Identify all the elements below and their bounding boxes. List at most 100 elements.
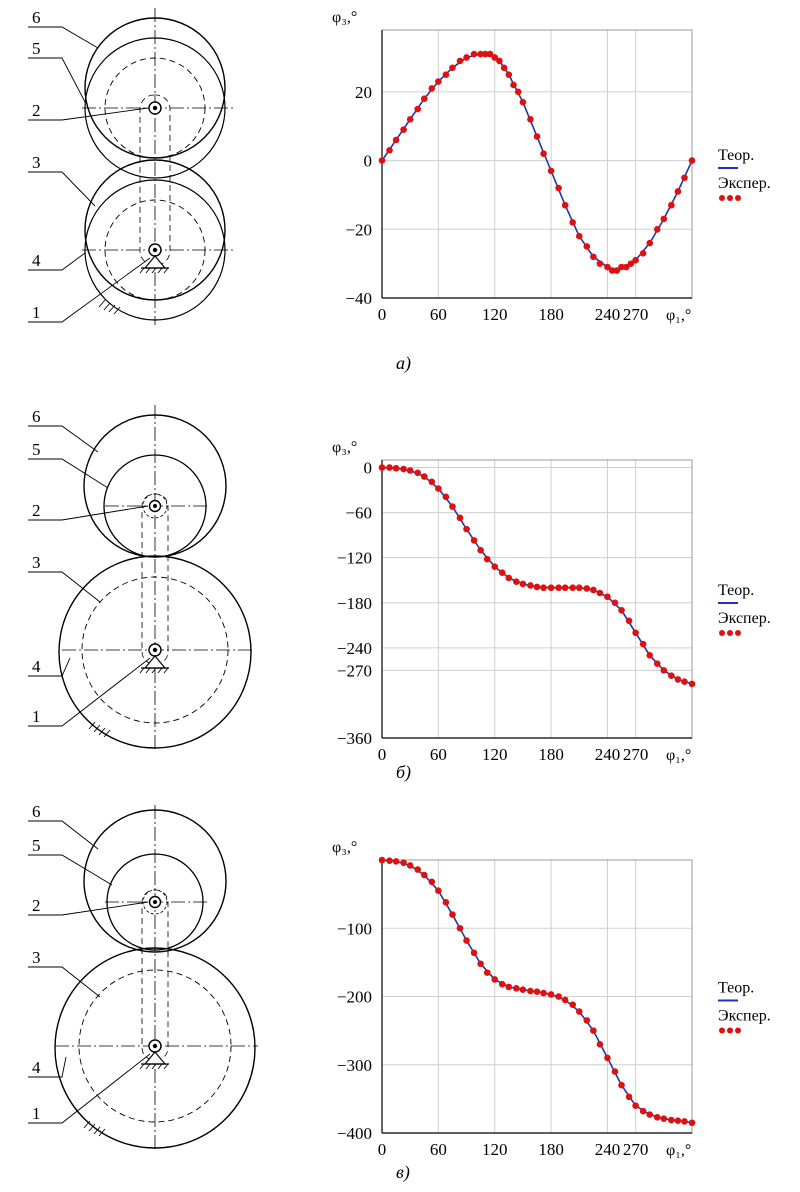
data-point-experiment [449,911,456,918]
data-point-experiment [608,267,616,274]
x-tick-label: 180 [538,305,564,324]
data-point-experiment [688,1119,696,1127]
data-point-experiment [491,976,499,983]
data-point-experiment [625,1093,633,1101]
x-axis-label: φ₁,° [666,747,691,764]
data-point-experiment [442,71,450,78]
data-point-experiment [513,985,520,992]
x-tick-label: 180 [538,745,564,764]
data-point-experiment [540,584,547,592]
chart-c: 0 60 120 180 240 270 −100 −200 −300 −400 φ₃,° φ₁,° Т… [332,839,771,1159]
label-2: 2 [32,101,41,120]
data-point-experiment [392,136,400,144]
data-point-experiment [660,215,668,223]
data-point-experiment [400,859,407,867]
panel-c: 6 5 2 3 4 1 0 60 120 180 240 270 −100 −200 −300 −… [0,795,800,1192]
data-point-experiment [674,676,682,683]
data-point-experiment [596,1040,604,1048]
legend-experiment-swatch [719,195,725,201]
legend-experiment-swatch [735,1027,741,1034]
data-point-experiment [527,116,534,123]
data-point-experiment [674,1117,682,1125]
data-point-experiment [540,150,547,157]
data-point-experiment [435,485,442,492]
panel-b: 6 5 2 3 4 1 0 60 120 180 240 270 0 −60 −120 −180 −… [0,390,800,790]
data-point-experiment [428,878,436,886]
data-point-experiment [491,563,499,570]
data-point-experiment [639,250,647,257]
x-tick-label: 270 [623,305,649,324]
data-point-experiment [527,582,534,589]
data-point-experiment [477,960,484,968]
caption-a: а) [396,353,411,373]
data-point-experiment [378,157,386,164]
series-line-theory [381,53,693,272]
data-point-experiment [533,583,541,591]
data-point-experiment [414,105,421,113]
y-axis-label: φ₃,° [332,839,357,856]
data-point-experiment [491,54,499,61]
data-point-experiment [660,1115,668,1122]
data-point-experiment [668,201,675,209]
data-point-experiment [470,537,478,544]
label-4: 4 [32,251,41,270]
data-point-experiment [442,493,450,501]
legend-experiment-label: Экспер. [718,1008,771,1025]
label-5: 5 [32,836,41,855]
y-tick-label: −40 [345,289,372,308]
data-point-experiment [618,606,625,614]
x-tick-label: 180 [538,1140,564,1159]
data-point-experiment [583,1017,591,1024]
data-point-experiment [555,584,562,592]
data-point-experiment [561,996,569,1004]
x-tick-label: 0 [378,745,387,764]
data-point-experiment [660,667,668,674]
data-point-experiment [627,260,635,267]
data-point-experiment [681,1118,688,1125]
data-point-experiment [604,263,611,271]
y-tick-label: −180 [337,594,372,613]
legend-experiment-swatch [727,195,733,201]
x-tick-label: 240 [595,745,621,764]
data-point-experiment [611,599,619,607]
data-point-experiment [428,478,436,486]
x-tick-label: 0 [378,305,387,324]
data-point-experiment [378,856,386,864]
data-point-experiment [622,263,630,271]
data-point-experiment [392,858,400,865]
data-point-experiment [639,640,647,648]
label-4: 4 [32,657,41,676]
data-point-experiment [590,253,597,261]
data-point-experiment [575,1008,583,1015]
data-point-experiment [561,201,569,209]
data-point-experiment [681,678,688,685]
data-point-experiment [618,263,625,271]
data-point-experiment [688,680,696,688]
label-6: 6 [32,8,41,27]
label-1: 1 [32,707,41,726]
legend-theory-label: Теор. [718,147,754,164]
y-tick-label: −360 [337,729,372,748]
label-3: 3 [32,153,41,172]
data-point-experiment [496,57,503,65]
legend-experiment-swatch [727,630,733,636]
data-point-experiment [632,629,639,637]
y-tick-label: 20 [355,83,372,102]
x-tick-label: 270 [623,1140,649,1159]
data-point-experiment [400,126,407,133]
y-tick-label: −240 [337,639,372,658]
data-point-experiment [386,146,393,154]
data-point-experiment [519,580,527,588]
data-point-experiment [533,988,541,996]
x-tick-label: 120 [482,1140,508,1159]
data-point-experiment [519,986,527,993]
legend-experiment-label: Экспер. [718,175,771,192]
data-point-experiment [618,1081,625,1089]
data-point-experiment [449,503,456,510]
label-3: 3 [32,948,41,967]
label-4: 4 [32,1058,41,1077]
data-point-experiment [519,98,527,106]
data-point-experiment [583,585,591,592]
data-point-experiment [653,225,661,233]
data-point-experiment [505,71,513,78]
